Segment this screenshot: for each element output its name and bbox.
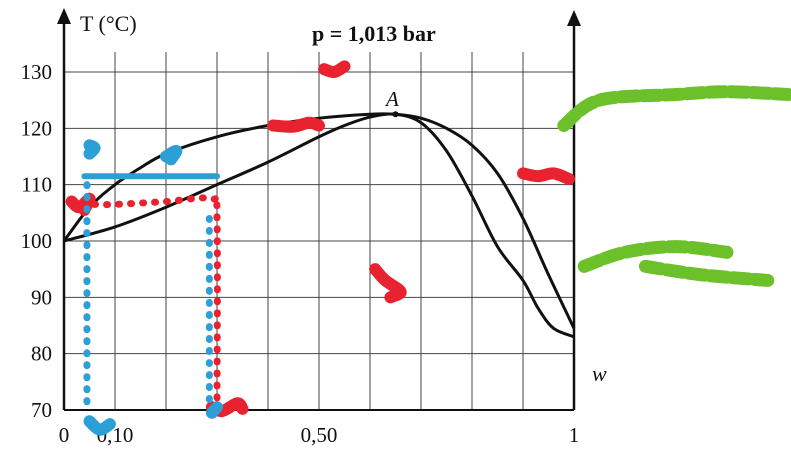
handwritten-scribble-14	[83, 415, 116, 436]
handwritten-scribble-5	[369, 263, 407, 304]
handwritten-stroke-17	[638, 259, 775, 287]
grid-lines	[64, 52, 574, 411]
axes	[57, 8, 581, 411]
handwritten-scribble-3	[267, 116, 325, 133]
point-a-label: A	[384, 87, 399, 111]
handwritten-marks	[65, 60, 791, 436]
pressure-label: p = 1,013 bar	[312, 21, 436, 46]
x-tick-label: 1	[569, 423, 580, 447]
y-tick-label: 80	[31, 342, 52, 366]
y-tick-label: 130	[21, 60, 53, 84]
handwritten-scribble-4	[318, 60, 351, 79]
handwritten-stroke-15	[557, 85, 791, 133]
y-tick-label: 90	[31, 285, 52, 309]
handwritten-dotted-path-1	[91, 193, 221, 408]
right-axis-arrow	[567, 10, 581, 26]
handwritten-scribble-12	[160, 144, 183, 166]
handwritten-scribble-6	[517, 167, 575, 186]
y-axis-title: T (°C)	[80, 11, 137, 36]
y-tick-label: 110	[21, 173, 52, 197]
x-tick-labels: 0 0,10 0,50 1	[59, 423, 580, 447]
handwritten-scribble-2	[65, 192, 96, 217]
y-tick-label: 120	[21, 116, 53, 140]
point-a-marker	[392, 111, 399, 118]
y-tick-labels: 70 80 90 100 110 120 130	[21, 60, 53, 422]
handwritten-stroke-16	[577, 240, 734, 273]
y-tick-label: 70	[31, 398, 52, 422]
x-axis-title: w	[592, 361, 607, 386]
handwritten-scribble-13	[205, 401, 223, 419]
handwritten-scribble-11	[83, 139, 101, 160]
x-tick-label: 0	[59, 423, 70, 447]
y-tick-label: 100	[21, 229, 53, 253]
x-tick-label: 0,50	[301, 423, 338, 447]
curve-1	[62, 112, 576, 329]
y-axis-arrow	[57, 8, 71, 24]
